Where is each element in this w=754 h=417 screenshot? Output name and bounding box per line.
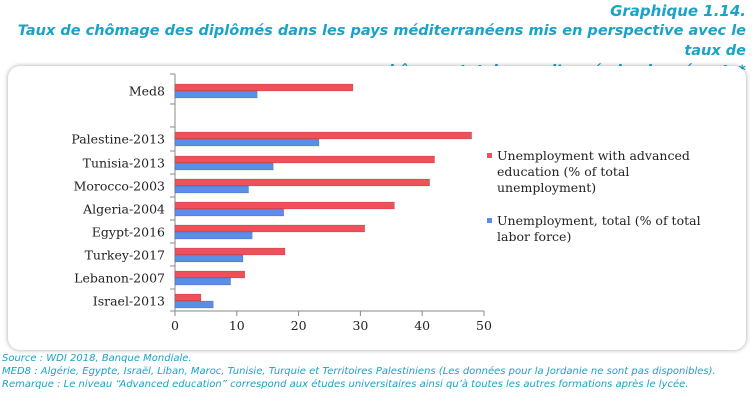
remark-note: Remarque : Le niveau “Advanced education…: [2, 379, 689, 390]
y-tick-label-tunisia-2013: Tunisia-2013: [83, 156, 165, 171]
x-tick-label: 40: [414, 318, 430, 333]
legend-label-total: Unemployment, total (% of total: [497, 213, 701, 228]
source-note: Source : WDI 2018, Banque Mondiale.: [2, 353, 192, 364]
bar-total-lebanon-2007: [174, 277, 231, 286]
x-tick-label: 10: [229, 318, 245, 333]
x-tick-label: 0: [171, 318, 179, 333]
y-tick-label-morocco-2003: Morocco-2003: [74, 179, 165, 194]
legend-swatch-total: [487, 218, 492, 223]
x-tick-label: 20: [291, 318, 307, 333]
bar-advanced-education-lebanon-2007: [174, 270, 246, 279]
legend-label-total: labor force): [497, 229, 571, 244]
bar-advanced-education-med8: [174, 83, 354, 92]
bar-advanced-education-israel-2013: [174, 293, 202, 302]
bar-total-egypt-2016: [174, 231, 253, 240]
med8-note: MED8 : Algérie, Egypte, Israël, Liban, M…: [2, 366, 716, 377]
chart-panel: 0 10 20 30 40 50 Med8 Palestine-2013 Tunisia-201…: [8, 66, 746, 350]
bar-advanced-education-tunisia-2013: [174, 155, 435, 164]
bar-total-turkey-2017: [174, 254, 244, 263]
y-tick-label-lebanon-2007: Lebanon-2007: [74, 271, 165, 286]
bar-advanced-education-morocco-2003: [174, 178, 430, 187]
y-tick-label-med8: Med8: [129, 84, 165, 99]
bar-total-algeria-2004: [174, 208, 285, 217]
bar-total-med8: [174, 90, 258, 99]
bar-advanced-education-turkey-2017: [174, 247, 286, 256]
legend-label-advanced-education: education (% of total: [497, 164, 629, 179]
bar-advanced-education-egypt-2016: [174, 224, 365, 233]
figure-number: Graphique 1.14.: [610, 2, 746, 20]
y-tick-label-israel-2013: Israel-2013: [93, 294, 165, 309]
legend-label-advanced-education: Unemployment with advanced: [497, 148, 690, 163]
bar-total-palestine-2013: [174, 138, 320, 147]
bar-total-israel-2013: [174, 300, 214, 309]
y-tick-label-palestine-2013: Palestine-2013: [71, 132, 165, 147]
figure-title-line-1: Taux de chômage des diplômés dans les pa…: [17, 23, 746, 59]
legend-label-advanced-education: unemployment): [497, 180, 596, 195]
y-tick-label-turkey-2017: Turkey-2017: [85, 248, 165, 263]
bar-total-morocco-2003: [174, 185, 249, 194]
bar-chart: 0 10 20 30 40 50 Med8 Palestine-2013 Tunisia-201…: [71, 73, 701, 333]
bar-advanced-education-algeria-2004: [174, 201, 395, 210]
x-tick-label: 50: [476, 318, 492, 333]
y-tick-label-algeria-2004: Algeria-2004: [82, 202, 165, 217]
figure-notes: Source : WDI 2018, Banque Mondiale. MED8…: [2, 352, 752, 391]
bar-advanced-education-palestine-2013: [174, 131, 472, 140]
y-tick-label-egypt-2016: Egypt-2016: [92, 225, 165, 240]
x-tick-label: 30: [352, 318, 368, 333]
bar-total-tunisia-2013: [174, 162, 274, 171]
legend-swatch-advanced-education: [487, 153, 492, 158]
